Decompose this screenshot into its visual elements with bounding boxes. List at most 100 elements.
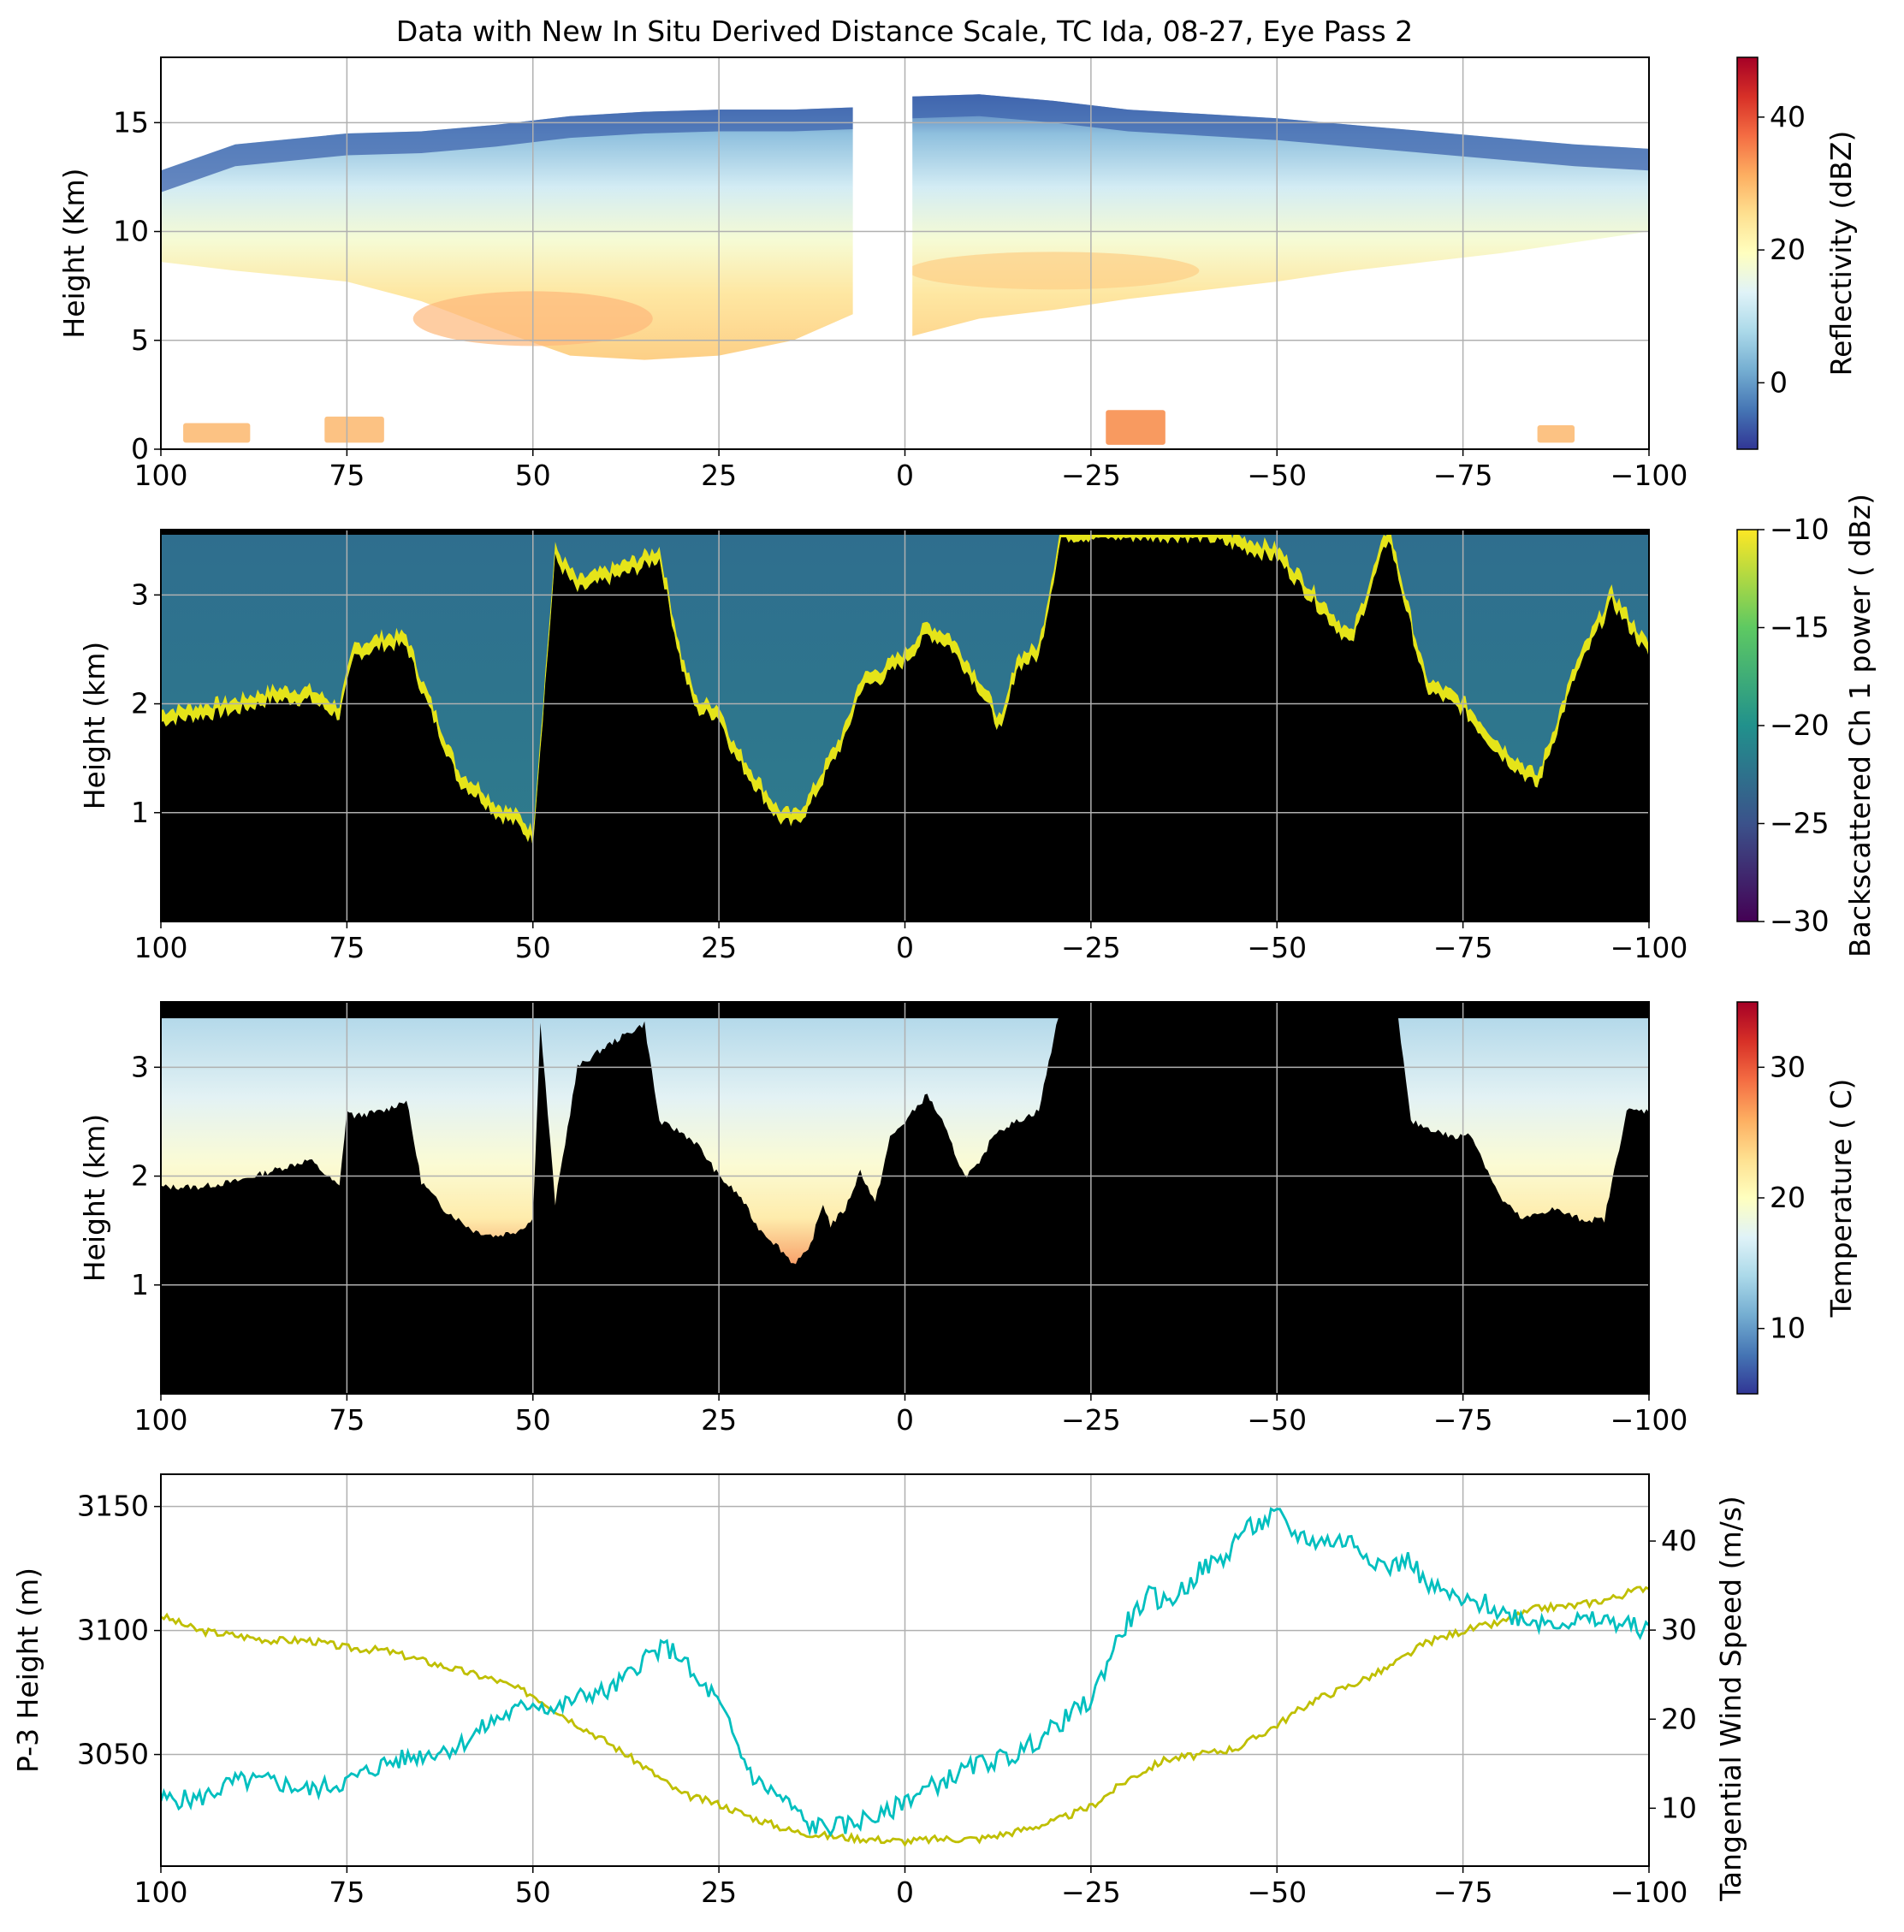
colorbar-tick-label: −20: [1770, 708, 1830, 742]
precip-blob: [324, 416, 384, 443]
flight-left-y-ticks: 3050 3100 3150: [77, 1490, 161, 1771]
x-tick-label: −75: [1433, 1403, 1493, 1437]
colorbar-tick-label: −10: [1770, 513, 1830, 546]
temperature-colorbar-ticks: 10 20 30: [1758, 1050, 1806, 1345]
x-tick-label: 0: [896, 1876, 914, 1909]
x-tick-label: −75: [1433, 459, 1493, 492]
y-tick-label: 1: [131, 1268, 149, 1301]
temperature-colorbar: 10 20 30 Temperature ( C): [1736, 1001, 1858, 1395]
x-tick-label: 75: [329, 1876, 365, 1909]
x-tick-label: 50: [515, 459, 551, 492]
colorbar-tick-label: −15: [1770, 611, 1830, 644]
y-tick-label: 3050: [77, 1738, 149, 1771]
x-tick-label: −25: [1061, 1403, 1121, 1437]
x-tick-label: 0: [896, 931, 914, 964]
backscatter-colorbar-label: Backscattered Ch 1 power ( dBz): [1843, 494, 1877, 957]
x-tick-label: −25: [1061, 459, 1121, 492]
temperature-colorbar-label: Temperature ( C): [1824, 1079, 1858, 1319]
x-tick-label: −75: [1433, 931, 1493, 964]
colorbar-tick-label: −25: [1770, 807, 1830, 840]
tangential-wind-line: [161, 1507, 1649, 1837]
reflectivity-colorbar-ticks: 0 20 40: [1758, 100, 1806, 399]
temperature-colorbar-bar: [1736, 1001, 1759, 1395]
x-tick-label: −100: [1610, 1876, 1688, 1909]
y-tick-label: 5: [131, 323, 149, 357]
colorbar-tick-label: −30: [1770, 904, 1830, 938]
x-tick-label: 50: [515, 931, 551, 964]
precip-blob: [1537, 425, 1575, 443]
x-tick-label: 50: [515, 1403, 551, 1437]
y2-tick-label: 40: [1661, 1524, 1697, 1557]
x-tick-label: 25: [701, 1876, 737, 1909]
x-tick-label: −100: [1610, 459, 1688, 492]
precip-blob: [183, 423, 251, 443]
reflectivity-core: [908, 252, 1200, 290]
backscatter-colorbar-ticks: −30 −25 −20 −15 −10: [1758, 513, 1830, 938]
colorbar-tick-label: 20: [1770, 233, 1806, 266]
flight-grid: [160, 1474, 1650, 1866]
temperature-x-ticks: 100 75 50 25 0 −25 −50 −75 −100: [134, 1394, 1688, 1437]
y-tick-label: 2: [131, 1159, 149, 1193]
temperature-y-ticks: 1 2 3: [131, 1050, 161, 1301]
y-tick-label: 1: [131, 796, 149, 829]
reflectivity-data-gap: [852, 57, 913, 449]
flight-axes: 100 75 50 25 0 −25 −50 −75 −100 3050 3100 3150 10 2…: [11, 1473, 1747, 1909]
precip-blob: [1106, 410, 1166, 445]
x-tick-label: 25: [701, 1403, 737, 1437]
x-tick-label: −50: [1247, 459, 1307, 492]
flight-x-ticks: 100 75 50 25 0 −25 −50 −75 −100: [134, 1866, 1688, 1909]
backscatter-y-ticks: 1 2 3: [131, 578, 161, 829]
y-tick-label: 3: [131, 1050, 149, 1083]
backscatter-x-ticks: 100 75 50 25 0 −25 −50 −75 −100: [134, 922, 1688, 964]
x-tick-label: −50: [1247, 931, 1307, 964]
x-tick-label: 100: [134, 931, 188, 964]
y-tick-label: 15: [113, 105, 149, 139]
x-tick-label: 0: [896, 459, 914, 492]
colorbar-tick-label: 40: [1770, 100, 1806, 133]
x-tick-label: 75: [329, 459, 365, 492]
flight-right-y-ticks: 10 20 30 40: [1649, 1524, 1697, 1824]
reflectivity-colorbar: 0 20 40 Reflectivity (dBZ): [1736, 56, 1858, 450]
x-tick-label: 75: [329, 1403, 365, 1437]
y-tick-label: 3: [131, 578, 149, 611]
x-tick-label: −25: [1061, 1876, 1121, 1909]
reflectivity-colorbar-bar: [1736, 56, 1759, 450]
reflectivity-y-ticks: 0 5 10 15: [113, 105, 161, 465]
x-tick-label: 50: [515, 1876, 551, 1909]
figure-title: Data with New In Situ Derived Distance S…: [396, 15, 1413, 48]
p3-height-y-label: P-3 Height (m): [11, 1568, 44, 1773]
x-tick-label: −100: [1610, 931, 1688, 964]
y2-tick-label: 30: [1661, 1613, 1697, 1646]
y-tick-label: 2: [131, 687, 149, 720]
y2-tick-label: 10: [1661, 1791, 1697, 1824]
x-tick-label: 25: [701, 459, 737, 492]
backscatter-colorbar: −30 −25 −20 −15 −10 Backscattered Ch 1 power…: [1736, 494, 1877, 957]
reflectivity-axes: 100 75 50 25 0 −25 −50 −75 −100 0 5 10 15 Height (K…: [57, 56, 1688, 492]
x-tick-label: 75: [329, 931, 365, 964]
backscatter-y-label: Height (km): [78, 642, 111, 810]
colorbar-tick-label: 30: [1770, 1050, 1806, 1083]
reflectivity-colorbar-label: Reflectivity (dBZ): [1824, 131, 1858, 376]
x-tick-label: 100: [134, 1876, 188, 1909]
y-tick-label: 3100: [77, 1614, 149, 1647]
wind-y-label: Tangential Wind Speed (m/s): [1714, 1496, 1747, 1902]
x-tick-label: 100: [134, 1403, 188, 1437]
y2-tick-label: 20: [1661, 1702, 1697, 1735]
colorbar-tick-label: 20: [1770, 1181, 1806, 1214]
y-tick-label: 3150: [77, 1490, 149, 1523]
reflectivity-x-ticks: 100 75 50 25 0 −25 −50 −75 −100: [134, 449, 1688, 492]
x-tick-label: −50: [1247, 1876, 1307, 1909]
y-tick-label: 10: [113, 215, 149, 248]
temperature-y-label: Height (km): [78, 1114, 111, 1283]
temperature-axes: 100 75 50 25 0 −25 −50 −75 −100 1 2 3 Height (km): [78, 1001, 1688, 1437]
x-tick-label: −75: [1433, 1876, 1493, 1909]
x-tick-label: −50: [1247, 1403, 1307, 1437]
y-tick-label: 0: [131, 432, 149, 465]
x-tick-label: 100: [134, 459, 188, 492]
x-tick-label: −25: [1061, 931, 1121, 964]
backscatter-colorbar-bar: [1736, 529, 1759, 922]
x-tick-label: −100: [1610, 1403, 1688, 1437]
colorbar-tick-label: 0: [1770, 365, 1788, 399]
flight-plot-area: [161, 1507, 1649, 1847]
